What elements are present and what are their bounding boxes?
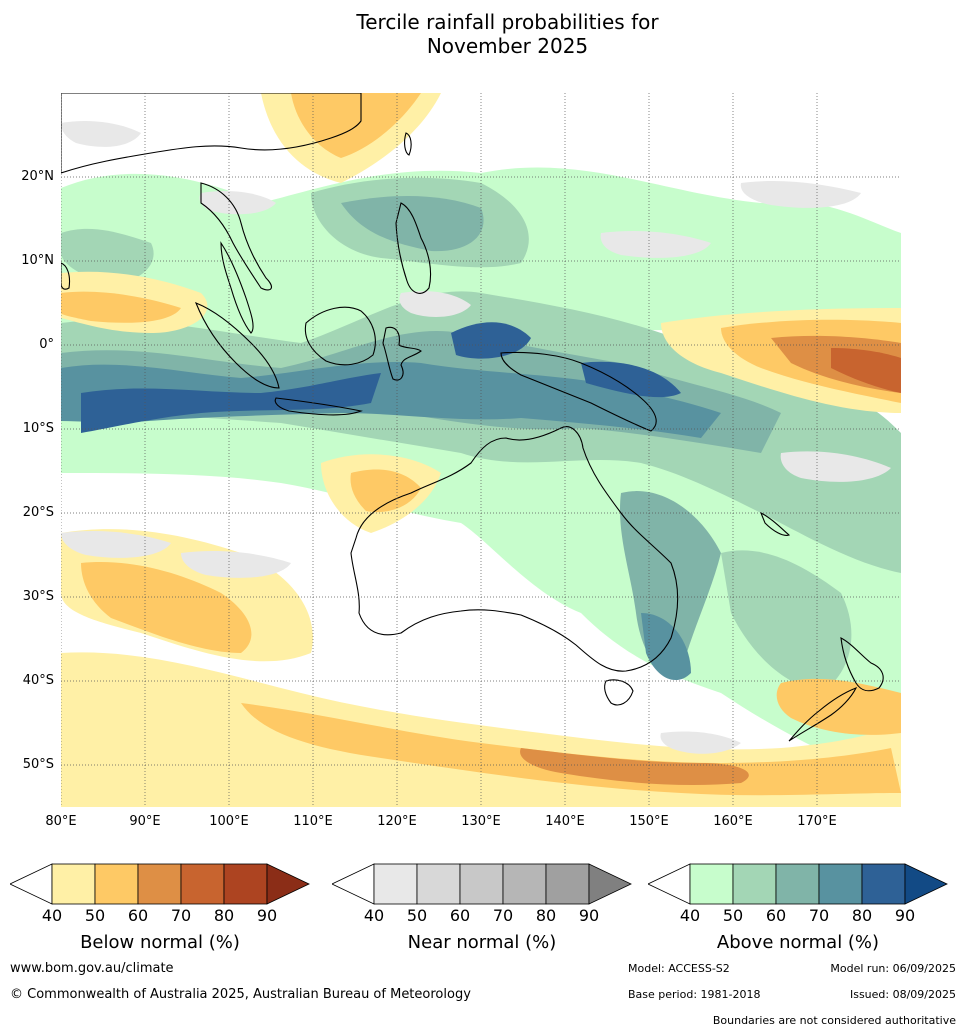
lat-label: 10°S (22, 421, 54, 436)
new-guinea-outline (500, 351, 657, 432)
colorbar-tick-label: 50 (84, 906, 106, 925)
malay-peninsula-outline (220, 241, 254, 334)
taiwan-outline (404, 132, 412, 156)
lat-label: 50°S (22, 757, 54, 772)
lat-label: 10°N (21, 253, 54, 268)
lon-label: 150°E (629, 814, 669, 829)
colorbar-above-normal-label: Above normal (%) (716, 932, 880, 953)
colorbar-near-normal-label: Near normal (%) (407, 932, 557, 953)
colorbar-tick-label: 90 (894, 906, 916, 925)
colorbar-tick-label: 80 (851, 906, 873, 925)
colorbar-tick-label: 70 (808, 906, 830, 925)
colorbar-segment (775, 863, 820, 905)
rainfall-probability-map (61, 93, 901, 807)
colorbar-tick-label: 60 (449, 906, 471, 925)
tasmania-outline (604, 679, 634, 706)
lat-label: 20°S (22, 505, 54, 520)
lon-label: 110°E (293, 814, 333, 829)
lat-label: 20°N (21, 169, 54, 184)
colorbar-tick-label: 70 (492, 906, 514, 925)
colorbar-tick-label: 60 (127, 906, 149, 925)
title-line-2: November 2025 (426, 34, 589, 58)
colorbar-tick-label: 40 (679, 906, 701, 925)
colorbar-tick-label: 40 (363, 906, 385, 925)
lat-label: 40°S (22, 673, 54, 688)
colorbar-under-triangle (648, 863, 691, 905)
colorbar-tick-label: 80 (535, 906, 557, 925)
map-title: Tercile rainfall probabilities for Novem… (0, 10, 965, 58)
lon-label: 170°E (797, 814, 837, 829)
colorbar-tick-label: 50 (406, 906, 428, 925)
lon-label: 160°E (713, 814, 753, 829)
borneo-outline (304, 306, 376, 366)
graticule (61, 93, 901, 807)
issued-date: Issued: 08/09/2025 (849, 988, 956, 1001)
lat-label: 0° (39, 337, 54, 352)
boundaries-disclaimer: Boundaries are not considered authoritat… (712, 1014, 956, 1027)
colorbar-tick-label: 80 (213, 906, 235, 925)
colorbar-segment (51, 863, 96, 905)
near-normal-regions (61, 121, 891, 754)
colorbar-segment (818, 863, 863, 905)
colorbar-segment (459, 863, 504, 905)
lon-label: 100°E (209, 814, 249, 829)
colorbar-segment (94, 863, 139, 905)
colorbar-segment (861, 863, 906, 905)
colorbar-segment (545, 863, 590, 905)
lon-label: 120°E (377, 814, 417, 829)
colorbar-segment (373, 863, 418, 905)
colorbar-below-normal-label: Below normal (%) (80, 932, 240, 953)
colorbar-segment (416, 863, 461, 905)
new-zealand-south-outline (788, 686, 858, 742)
mainland-asia-outline (61, 93, 362, 174)
colorbar-tick-label: 40 (41, 906, 63, 925)
lon-label: 130°E (461, 814, 501, 829)
colorbar-over-triangle (266, 863, 310, 905)
lon-label: 90°E (129, 814, 161, 829)
base-period: Base period: 1981-2018 (628, 988, 761, 1001)
australia-outline (350, 426, 679, 672)
sulawesi-outline (382, 326, 422, 381)
colorbar-near-normal-scale (332, 863, 632, 905)
colorbar-segment (180, 863, 225, 905)
new-zealand-north-outline (840, 637, 884, 692)
colorbar-tick-label: 90 (256, 906, 278, 925)
colorbar-below-normal-scale (10, 863, 310, 905)
title-line-1: Tercile rainfall probabilities for (356, 10, 659, 34)
colorbar-above-normal-scale (648, 863, 948, 905)
colorbar-segment (689, 863, 734, 905)
colorbar-tick-label: 90 (578, 906, 600, 925)
lat-label: 30°S (22, 589, 54, 604)
colorbar-tick-label: 70 (170, 906, 192, 925)
colorbar-over-triangle (588, 863, 632, 905)
colorbar-over-triangle (904, 863, 948, 905)
model-run-date: Model run: 06/09/2025 (830, 962, 956, 975)
philippines-outline (395, 202, 432, 294)
new-caledonia-outline (759, 511, 791, 536)
colorbar-segment (137, 863, 182, 905)
lon-label: 140°E (545, 814, 585, 829)
sumatra-outline (195, 302, 280, 389)
map-panel (61, 93, 901, 807)
colorbar-segment (223, 863, 268, 905)
colorbar-tick-label: 60 (765, 906, 787, 925)
website-link[interactable]: www.bom.gov.au/climate (10, 961, 174, 976)
colorbar-under-triangle (10, 863, 53, 905)
colorbar-segment (502, 863, 547, 905)
colorbar-under-triangle (332, 863, 375, 905)
colorbar-segment (732, 863, 777, 905)
java-outline (274, 397, 363, 416)
colorbar-tick-label: 50 (722, 906, 744, 925)
lon-label: 80°E (45, 814, 77, 829)
model-name: Model: ACCESS-S2 (628, 962, 730, 975)
copyright-text: © Commonwealth of Australia 2025, Austra… (10, 987, 471, 1002)
